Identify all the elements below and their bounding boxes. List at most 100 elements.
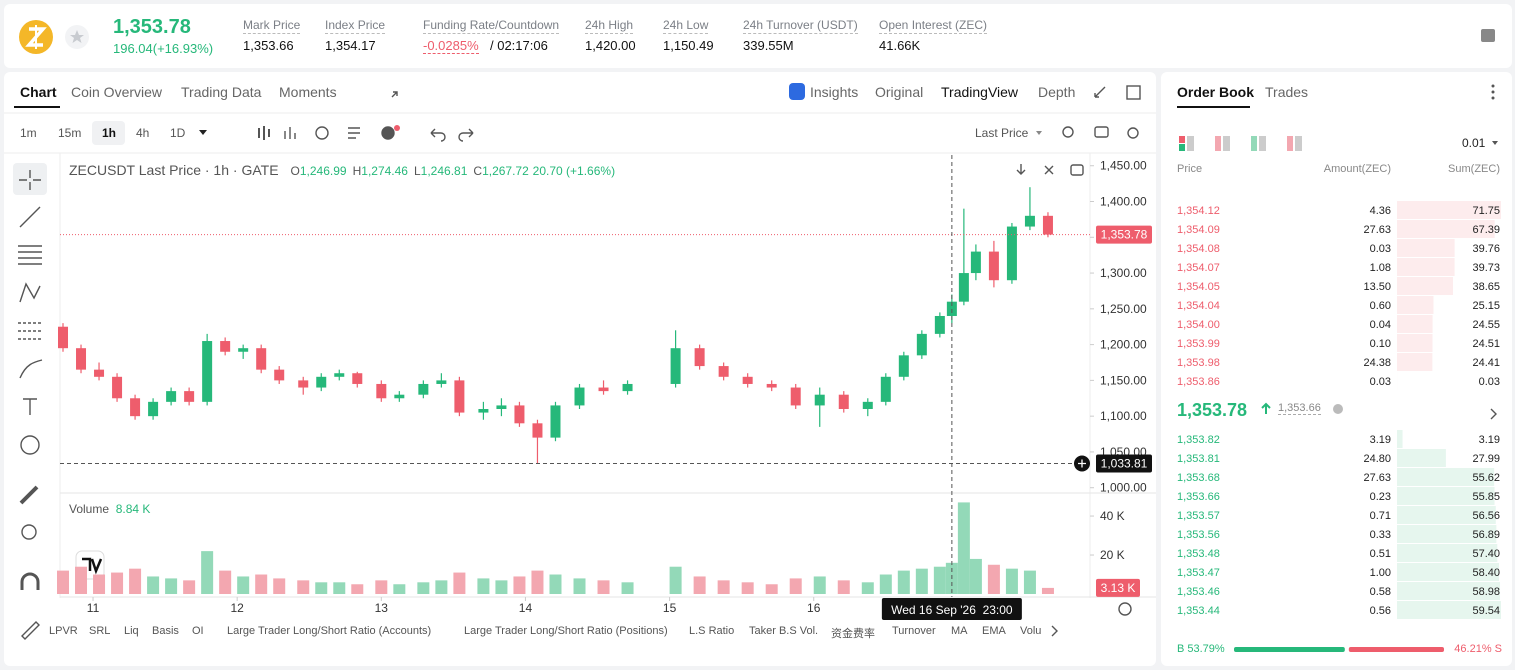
crosshair-tool[interactable] bbox=[19, 170, 41, 190]
candle-body bbox=[670, 348, 681, 384]
emoji-tool[interactable] bbox=[20, 435, 40, 455]
tab[interactable]: Coin Overview bbox=[71, 84, 163, 100]
add-icon[interactable] bbox=[381, 126, 395, 140]
redo-icon[interactable] bbox=[458, 128, 474, 142]
indicator[interactable]: Large Trader Long/Short Ratio (Positions… bbox=[464, 625, 668, 637]
view-icon[interactable] bbox=[1187, 136, 1194, 151]
view-tab[interactable]: TradingView bbox=[941, 84, 1019, 100]
indicator[interactable]: LPVR bbox=[49, 625, 78, 637]
zoom-tool[interactable] bbox=[21, 524, 37, 540]
interval[interactable]: 1m bbox=[20, 126, 37, 140]
menu-dot[interactable] bbox=[1491, 84, 1495, 88]
indicator[interactable]: MA bbox=[951, 625, 968, 637]
x-tick-label: 11 bbox=[87, 601, 100, 615]
search-icon[interactable] bbox=[1062, 126, 1074, 138]
view-icon[interactable] bbox=[1287, 136, 1293, 151]
indicator[interactable]: Volu bbox=[1020, 625, 1042, 637]
interval[interactable]: 1D bbox=[170, 126, 186, 140]
book-amount: 0.10 bbox=[1369, 338, 1391, 350]
view-tab[interactable]: Original bbox=[875, 84, 924, 100]
indicator[interactable]: Taker B.S Vol. bbox=[749, 625, 819, 637]
view-icon[interactable] bbox=[1295, 136, 1302, 151]
caret[interactable] bbox=[1492, 141, 1498, 145]
indicator[interactable]: OI bbox=[192, 625, 204, 637]
view-icon[interactable] bbox=[1179, 144, 1185, 151]
book-amount: 4.36 bbox=[1369, 205, 1391, 217]
caret[interactable] bbox=[199, 130, 207, 135]
view-icon[interactable] bbox=[1179, 136, 1185, 143]
volume-bar bbox=[693, 576, 706, 594]
interval[interactable]: 15m bbox=[58, 126, 82, 140]
window-icon[interactable] bbox=[1126, 85, 1141, 100]
channel-tool[interactable] bbox=[18, 245, 42, 265]
candle-body bbox=[694, 348, 705, 367]
close-icon[interactable] bbox=[1044, 165, 1054, 175]
indicator[interactable]: Basis bbox=[152, 625, 179, 637]
y2-tick-label: 20 K bbox=[1100, 548, 1125, 562]
candle-body bbox=[454, 380, 465, 413]
view-tab[interactable]: Insights bbox=[810, 84, 859, 100]
candle-body bbox=[814, 394, 825, 406]
indicator[interactable]: 资金费率 bbox=[831, 628, 875, 640]
candle-body bbox=[766, 383, 777, 388]
price-source[interactable]: Last Price bbox=[975, 126, 1029, 140]
pencil-tool[interactable] bbox=[21, 621, 40, 640]
indicator[interactable]: EMA bbox=[982, 625, 1006, 637]
fib-tool[interactable] bbox=[18, 322, 42, 340]
chevron[interactable] bbox=[1490, 408, 1497, 420]
candle-type-icon[interactable] bbox=[258, 126, 270, 140]
settings-icon[interactable] bbox=[1127, 127, 1139, 139]
axis-settings-icon[interactable] bbox=[1118, 602, 1132, 616]
view-tab[interactable]: Depth bbox=[1038, 84, 1076, 100]
view-icon[interactable] bbox=[1251, 136, 1257, 151]
candle-body bbox=[202, 341, 213, 402]
insights-icon[interactable] bbox=[789, 83, 805, 100]
pattern-tool[interactable] bbox=[19, 282, 41, 303]
book-amount: 0.71 bbox=[1369, 510, 1391, 522]
expand-icon[interactable] bbox=[1094, 86, 1106, 98]
template-icon[interactable] bbox=[348, 127, 360, 139]
ruler-tool[interactable] bbox=[19, 485, 39, 505]
layout-icon[interactable] bbox=[1481, 29, 1495, 42]
volume-bar bbox=[273, 578, 286, 594]
interval[interactable]: 4h bbox=[136, 126, 150, 140]
book-tab[interactable]: Order Book bbox=[1177, 84, 1255, 100]
book-tab[interactable]: Trades bbox=[1265, 84, 1309, 100]
menu-dot[interactable] bbox=[1491, 96, 1495, 100]
indicator[interactable]: SRL bbox=[89, 625, 111, 637]
tab[interactable]: Moments bbox=[279, 84, 337, 100]
stat-label: Funding Rate/Countdown bbox=[423, 18, 560, 34]
candle-body bbox=[478, 409, 489, 413]
line-tool[interactable] bbox=[19, 206, 41, 228]
reset-icon[interactable] bbox=[1070, 164, 1084, 176]
book-sum: 59.54 bbox=[1472, 605, 1500, 617]
undo-icon[interactable] bbox=[430, 128, 446, 142]
menu-dot[interactable] bbox=[1491, 90, 1495, 94]
volume-bar bbox=[813, 576, 826, 594]
scroll-right-icon[interactable] bbox=[1051, 625, 1058, 637]
precision[interactable]: 0.01 bbox=[1462, 136, 1486, 150]
view-icon[interactable] bbox=[1215, 136, 1221, 151]
caret[interactable] bbox=[1036, 131, 1042, 135]
indicator[interactable]: Turnover bbox=[892, 625, 936, 637]
scroll-icon[interactable] bbox=[1016, 164, 1026, 175]
compare-icon[interactable] bbox=[315, 126, 329, 140]
view-icon[interactable] bbox=[1259, 136, 1266, 151]
indicator[interactable]: Liq bbox=[124, 625, 139, 637]
text-tool[interactable] bbox=[23, 398, 37, 415]
indicator-icon[interactable] bbox=[284, 127, 296, 139]
view-icon[interactable] bbox=[1223, 136, 1230, 151]
tool-selected[interactable] bbox=[13, 163, 47, 195]
camera-icon[interactable] bbox=[1094, 126, 1109, 138]
volume-bar bbox=[933, 566, 946, 594]
magnet-tool[interactable] bbox=[20, 572, 40, 590]
tab[interactable]: Trading Data bbox=[181, 84, 262, 100]
brush-tool[interactable] bbox=[19, 359, 43, 379]
indicator[interactable]: L.S Ratio bbox=[689, 625, 735, 637]
book-amount: 0.04 bbox=[1369, 319, 1391, 331]
crosshair-price-text: 1,033.81 bbox=[1101, 457, 1148, 471]
tab[interactable]: Chart bbox=[20, 84, 57, 100]
indicator[interactable]: Large Trader Long/Short Ratio (Accounts) bbox=[227, 625, 432, 637]
interval[interactable]: 1h bbox=[102, 126, 117, 140]
interval-selected[interactable] bbox=[92, 121, 125, 145]
